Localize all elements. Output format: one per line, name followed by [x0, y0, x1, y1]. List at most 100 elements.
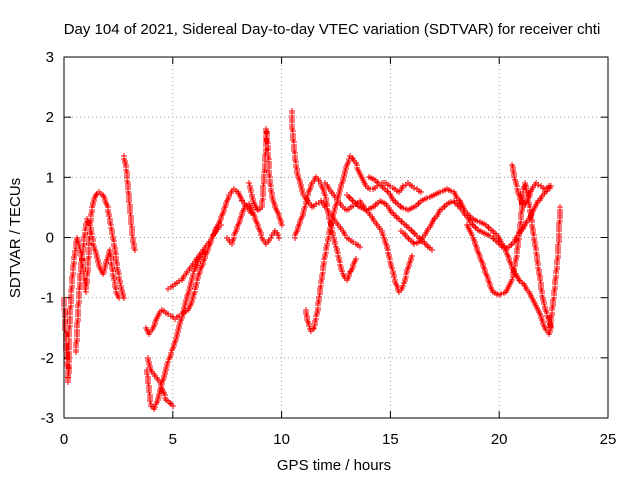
data-point	[167, 400, 173, 406]
x-tick-label: 0	[60, 431, 68, 448]
data-point	[127, 210, 133, 216]
data-point	[511, 174, 517, 180]
data-point	[363, 207, 369, 213]
y-tick-label: 1	[46, 169, 54, 186]
data-point	[313, 201, 319, 207]
data-point	[106, 213, 112, 219]
data-point	[411, 230, 417, 236]
x-tick-label: 15	[382, 431, 399, 448]
y-tick-label: 2	[46, 109, 54, 126]
data-point	[437, 189, 443, 195]
data-point	[146, 389, 152, 395]
data-point	[548, 325, 554, 331]
data-point	[522, 180, 528, 186]
data-point	[537, 277, 543, 283]
data-points	[61, 108, 563, 412]
data-point	[400, 183, 406, 189]
data-point	[424, 195, 430, 201]
data-point	[129, 232, 135, 238]
data-point	[411, 185, 417, 191]
data-point	[279, 222, 285, 228]
chart-title: Day 104 of 2021, Sidereal Day-to-day VTE…	[64, 21, 601, 38]
data-point	[87, 222, 93, 228]
data-point	[302, 204, 308, 210]
x-tick-label: 5	[169, 431, 177, 448]
data-point	[258, 232, 264, 238]
data-point	[418, 189, 424, 195]
data-point	[474, 218, 480, 224]
y-tick-label: -2	[41, 350, 54, 367]
data-point	[490, 235, 496, 241]
data-point	[128, 221, 134, 227]
data-point	[248, 189, 254, 195]
data-point	[304, 195, 310, 201]
data-point	[275, 232, 281, 238]
data-point	[158, 383, 164, 389]
data-point	[276, 235, 282, 241]
data-point	[152, 404, 158, 410]
data-point	[77, 271, 83, 277]
data-point	[429, 247, 435, 253]
data-point	[111, 277, 117, 283]
data-point	[93, 192, 99, 198]
data-point	[132, 247, 138, 253]
data-point	[546, 183, 552, 189]
data-point	[357, 244, 363, 250]
data-point	[400, 283, 406, 289]
data-point	[541, 301, 547, 307]
data-point	[374, 179, 380, 185]
data-point	[72, 248, 78, 254]
y-tick-label: -1	[41, 290, 54, 307]
data-point	[144, 371, 150, 377]
x-tick-label: 20	[491, 431, 508, 448]
data-point	[469, 221, 475, 227]
x-axis-label: GPS time / hours	[277, 457, 391, 474]
y-axis-label: SDTVAR / TECUs	[7, 178, 24, 298]
data-point	[415, 201, 421, 207]
data-point	[190, 271, 196, 277]
data-point	[391, 274, 397, 280]
y-tick-label: 0	[46, 230, 54, 247]
data-point	[405, 235, 411, 241]
data-point	[448, 188, 454, 194]
data-point	[408, 227, 414, 233]
y-tick-label: 3	[46, 49, 54, 66]
data-point	[168, 350, 174, 356]
data-point	[389, 265, 395, 271]
data-point	[145, 380, 151, 386]
data-point	[469, 232, 475, 238]
data-point	[448, 199, 454, 205]
data-point	[109, 231, 115, 237]
data-point	[400, 205, 406, 211]
data-point	[311, 325, 317, 331]
data-point	[147, 398, 153, 404]
data-point	[170, 403, 176, 409]
data-point	[398, 218, 404, 224]
data-point	[246, 180, 252, 186]
data-point	[332, 241, 338, 247]
data-point	[472, 224, 478, 230]
data-point	[353, 256, 359, 262]
data-point	[380, 232, 386, 238]
data-point	[260, 183, 266, 189]
data-point	[511, 266, 517, 272]
data-point	[327, 225, 333, 231]
data-point	[411, 241, 417, 247]
x-tick-label: 10	[273, 431, 290, 448]
data-point	[126, 199, 132, 205]
data-point	[485, 224, 491, 230]
data-point	[116, 295, 122, 301]
data-point	[555, 242, 561, 248]
data-point	[535, 182, 541, 188]
data-point	[441, 204, 447, 210]
data-point	[516, 277, 522, 283]
data-point	[409, 253, 415, 259]
data-point	[316, 294, 322, 300]
data-point	[165, 359, 171, 365]
data-point	[176, 278, 182, 284]
data-point	[324, 241, 330, 247]
data-point	[508, 242, 514, 248]
data-point	[498, 291, 504, 297]
data-point	[557, 204, 563, 210]
